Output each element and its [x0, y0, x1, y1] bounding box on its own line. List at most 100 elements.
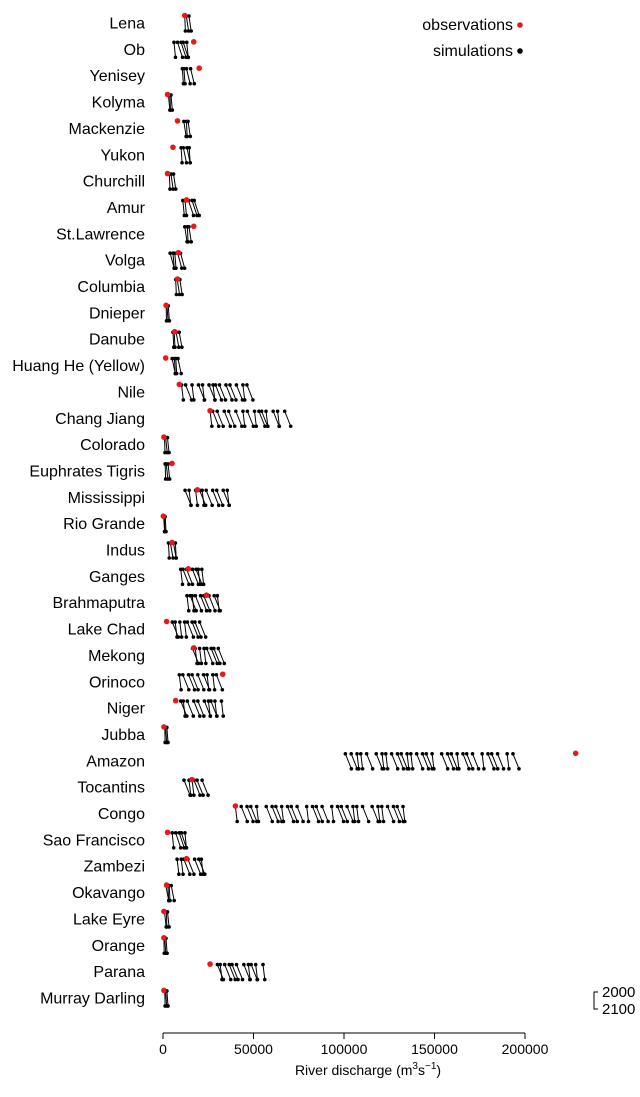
simulation-point-2000: [349, 752, 353, 756]
simulation-trajectory: [506, 753, 510, 769]
simulation-point-2000: [464, 752, 469, 756]
legend-marker-observations: [517, 22, 523, 28]
river-row: Mackenzie: [69, 118, 193, 139]
simulation-trajectory: [182, 200, 185, 216]
observation-point: [189, 776, 195, 783]
simulation-point-2000: [197, 620, 202, 624]
river-row: Columbia: [77, 276, 184, 297]
simulation-point-2000: [358, 752, 363, 756]
simulation-point-2000: [215, 962, 220, 967]
simulation-trajectory: [222, 490, 230, 506]
simulation-trajectory: [177, 253, 183, 269]
simulation-trajectory: [180, 253, 186, 269]
simulation-point-2100: [201, 793, 205, 797]
simulation-point-2000: [200, 383, 205, 387]
simulation-trajectory: [190, 68, 195, 84]
simulation-trajectory: [216, 411, 224, 427]
simulation-trajectory: [234, 806, 238, 822]
simulation-point-2100: [426, 767, 431, 771]
simulation-point-2000: [177, 672, 182, 677]
simulation-point-2000: [222, 409, 227, 414]
simulation-trajectory: [265, 806, 273, 822]
simulation-point-2000: [196, 672, 200, 677]
simulation-point-2100: [248, 977, 252, 982]
river-label: Colorado: [80, 437, 145, 454]
river-label: Congo: [98, 806, 145, 823]
simulation-trajectory: [175, 832, 182, 849]
simulation-trajectory: [360, 753, 364, 769]
simulation-trajectory: [164, 911, 167, 927]
simulation-point-2000: [354, 804, 359, 809]
simulation-trajectory: [201, 569, 205, 585]
simulation-trajectory: [212, 411, 220, 427]
simulation-point-2100: [174, 292, 179, 297]
simulation-point-2100: [326, 819, 330, 824]
simulation-trajectory: [181, 384, 184, 400]
river-label: Lena: [109, 16, 145, 33]
river-label: Okavango: [72, 885, 145, 902]
simulation-point-2000: [480, 752, 484, 756]
simulation-point-2000: [335, 804, 340, 809]
simulation-point-2100: [210, 503, 214, 508]
x-axis-title-sup2: −1: [425, 1061, 437, 1072]
simulation-trajectory: [441, 753, 449, 769]
simulation-trajectory: [197, 700, 205, 717]
simulation-trajectory: [186, 68, 191, 84]
simulation-trajectory: [173, 332, 176, 348]
simulation-point-2000: [196, 699, 200, 703]
observation-point: [232, 803, 239, 809]
river-row: Tocantins: [77, 776, 210, 797]
river-label: Churchill: [83, 174, 145, 191]
simulation-trajectory: [167, 885, 170, 901]
simulation-point-2000: [177, 330, 182, 335]
simulation-point-2100: [215, 661, 219, 666]
simulation-point-2000: [245, 804, 249, 809]
simulation-trajectory: [206, 648, 214, 664]
river-label: Sao Francisco: [43, 832, 145, 849]
simulation-point-2000: [176, 356, 180, 361]
simulation-point-2000: [245, 409, 250, 414]
simulation-trajectory: [185, 384, 193, 401]
simulation-trajectory: [258, 411, 266, 427]
simulation-point-2000: [225, 488, 230, 493]
simulation-point-2000: [261, 962, 265, 967]
simulation-trajectory: [193, 779, 201, 796]
simulation-point-2000: [168, 251, 172, 255]
simulation-trajectory: [191, 780, 195, 796]
simulation-point-2100: [356, 819, 361, 824]
simulation-point-2100: [276, 819, 280, 824]
river-row: Lake Chad: [68, 618, 208, 639]
simulation-trajectory: [187, 859, 195, 875]
simulation-point-2000: [186, 119, 190, 124]
simulation-point-2000: [178, 620, 182, 624]
simulation-trajectory: [183, 859, 191, 875]
river-label: Orinoco: [89, 674, 145, 691]
simulation-point-2100: [240, 424, 244, 429]
simulation-trajectory: [200, 859, 204, 875]
river-row: Zambezi: [84, 855, 207, 876]
simulation-point-2100: [377, 819, 382, 824]
simulation-trajectory: [284, 411, 292, 427]
simulation-point-2000: [179, 857, 184, 861]
river-label: Murray Darling: [40, 990, 145, 1007]
simulation-point-2000: [374, 752, 379, 756]
simulation-point-2000: [409, 752, 413, 756]
simulation-point-2100: [306, 819, 311, 824]
simulation-point-2100: [251, 424, 256, 429]
simulation-trajectory: [171, 621, 179, 638]
simulation-point-2100: [345, 819, 350, 824]
simulation-trajectory: [272, 411, 280, 427]
simulation-trajectory: [165, 437, 168, 453]
observation-point: [164, 91, 171, 98]
simulation-trajectory: [255, 964, 258, 980]
simulation-point-2000: [252, 409, 257, 414]
simulation-trajectory: [186, 226, 189, 242]
river-row: Danube: [89, 328, 184, 350]
simulation-point-2000: [430, 752, 434, 756]
river-label: Lake Chad: [68, 622, 145, 639]
simulation-point-2100: [357, 767, 361, 771]
river-label: Mississippi: [68, 490, 145, 507]
simulation-point-2100: [251, 398, 255, 402]
x-tick-label: 150000: [411, 1041, 458, 1057]
simulation-trajectory: [188, 490, 192, 506]
